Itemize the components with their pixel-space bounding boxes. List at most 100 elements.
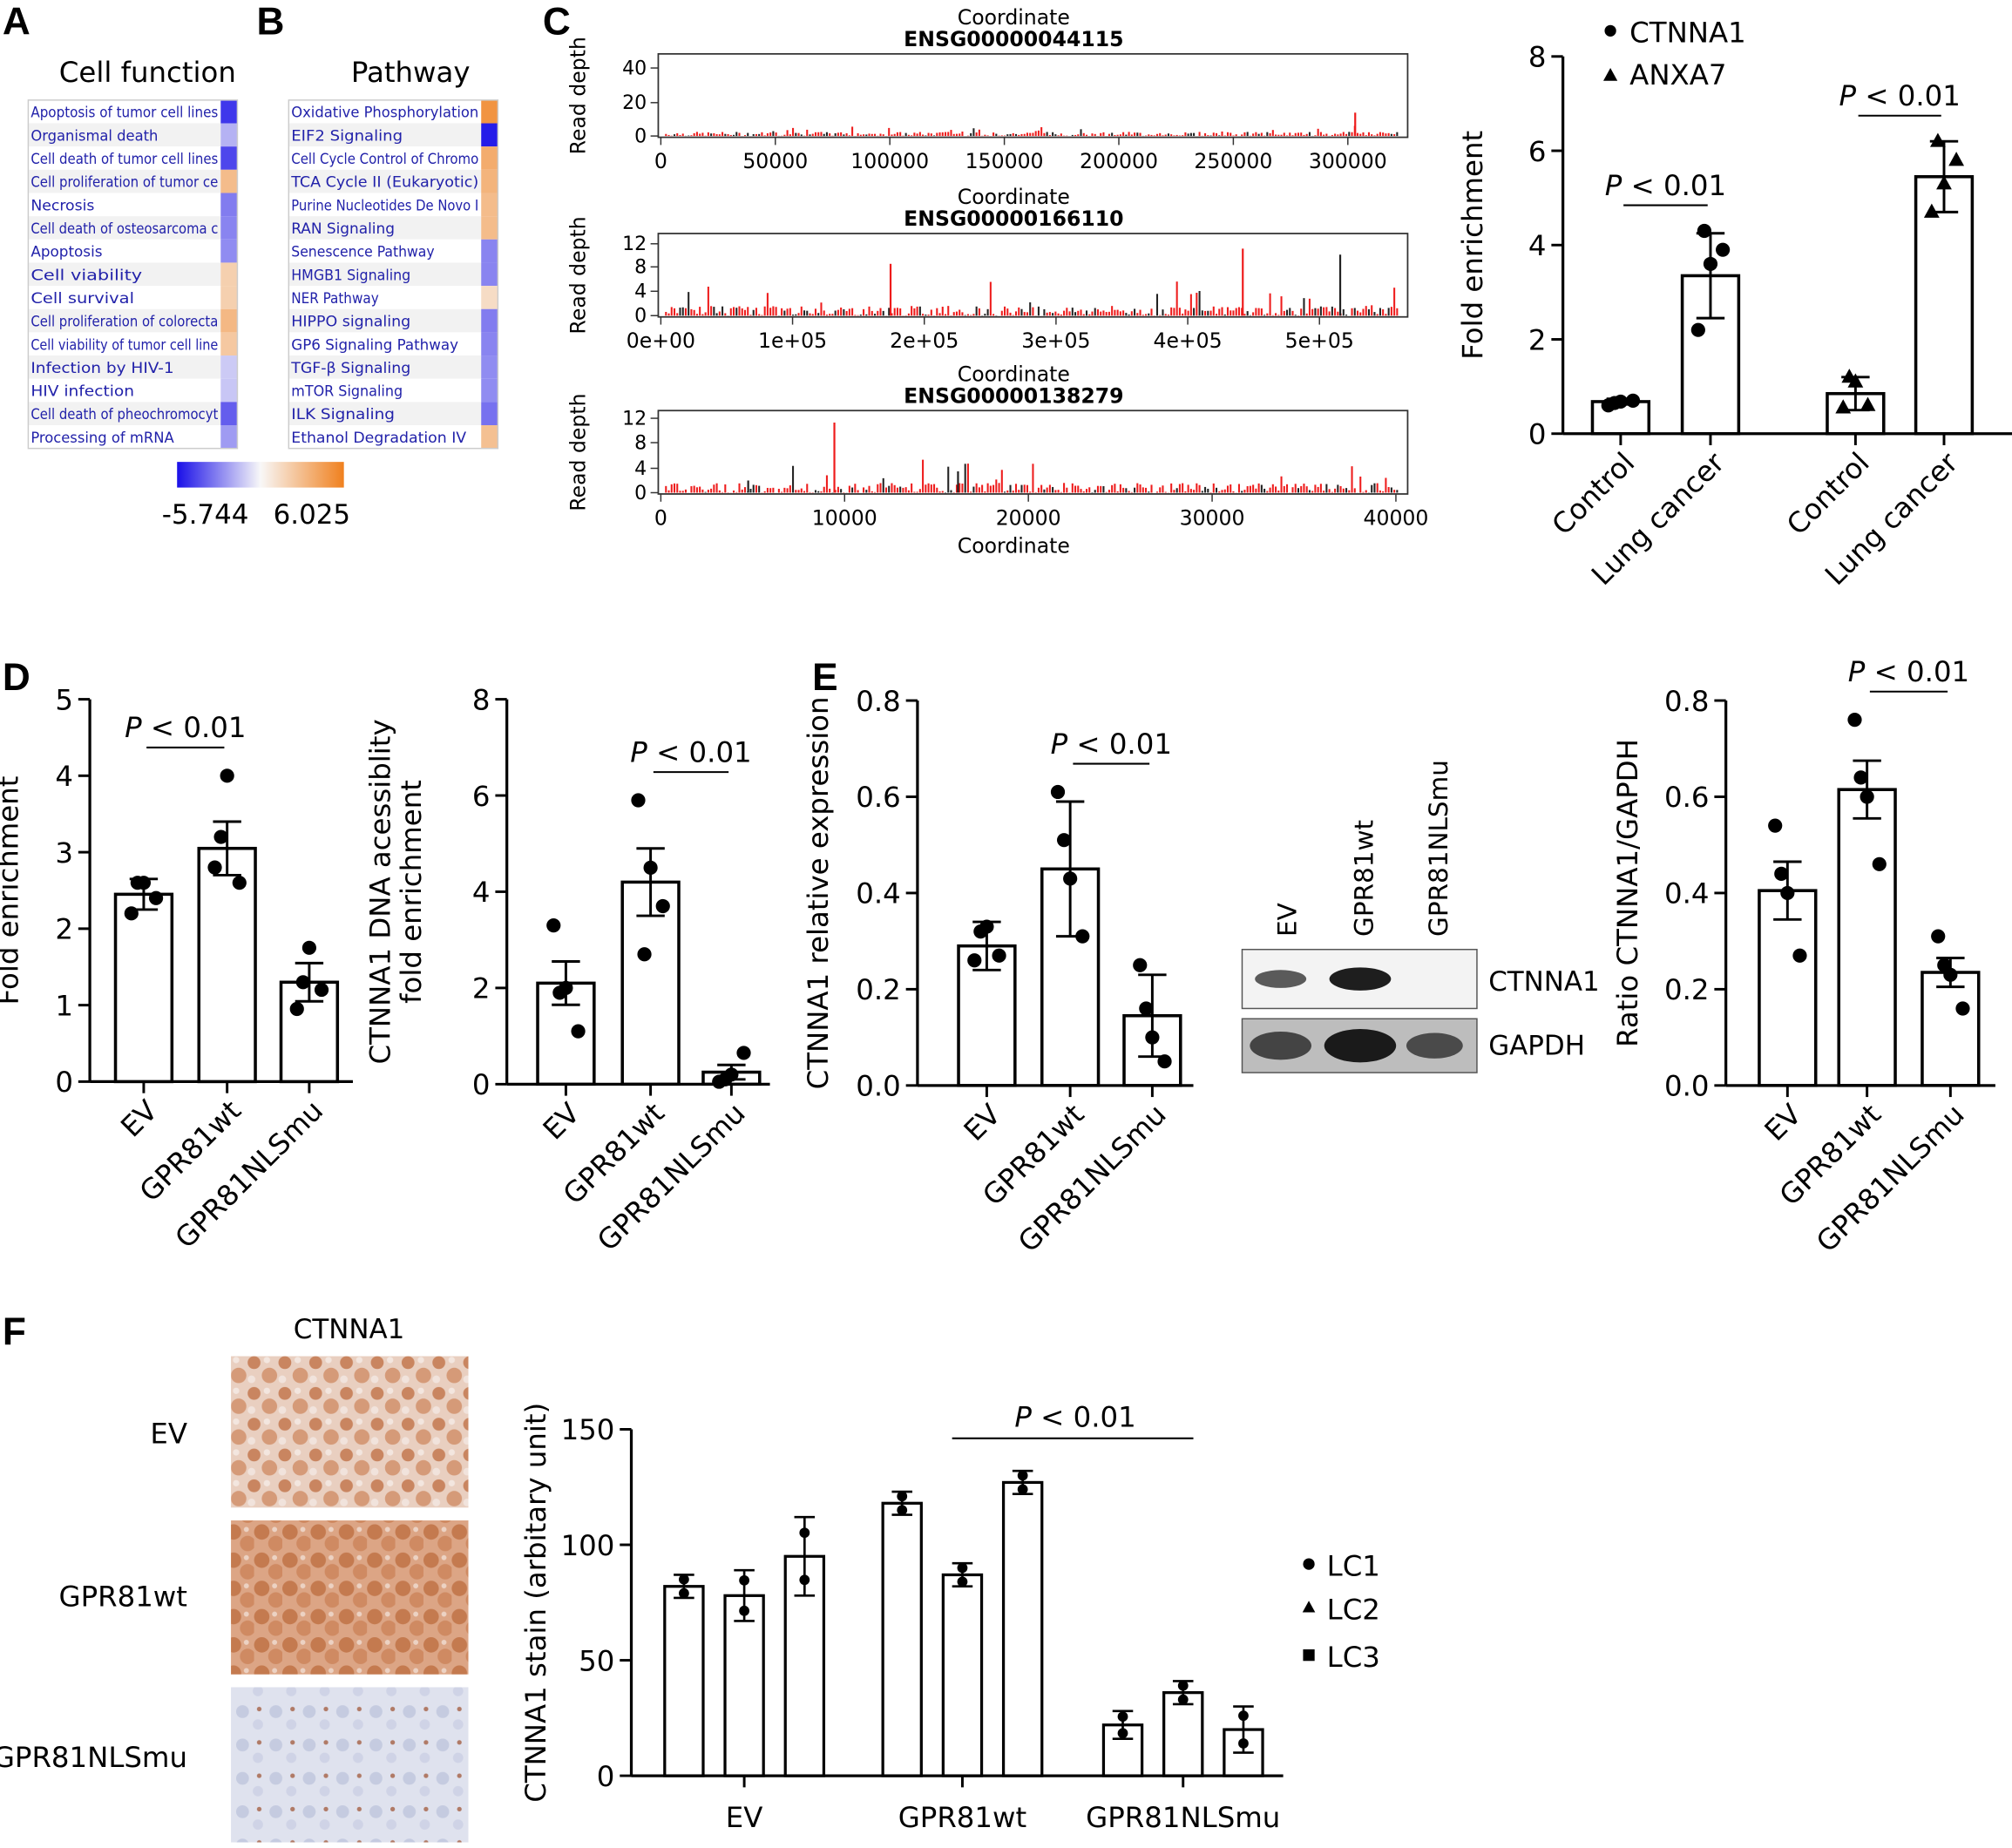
bar [723, 1594, 765, 1777]
heat-row-bg [28, 425, 221, 449]
data-point [1238, 1738, 1249, 1749]
data-point [220, 768, 234, 783]
track-ylabel: Read depth [566, 37, 591, 154]
data-point [1697, 223, 1712, 239]
data-point [1937, 958, 1952, 972]
legend-label: CTNNA1 [1629, 17, 1746, 50]
x-tick-label: EV [1758, 1098, 1808, 1147]
x-tick-label: GPR81NLSmu [1810, 1098, 1971, 1259]
track-ytick-label: 20 [622, 92, 647, 114]
data-point [1139, 1001, 1154, 1016]
track-xtick-label: 50000 [742, 149, 808, 173]
y-tick-label: 0.0 [856, 1070, 901, 1103]
heat-cell [220, 99, 238, 124]
data-point [1872, 856, 1887, 871]
track-xtick-label: 200000 [1080, 149, 1158, 173]
heat-row-label: Necrosis [30, 196, 94, 213]
heat-row-bg [28, 193, 221, 217]
panel-letter-e: E [812, 656, 837, 699]
track-xtick-label: 3e+05 [1021, 328, 1090, 353]
y-tick-label: 4 [1528, 229, 1547, 262]
data-point [643, 860, 658, 875]
track-frame [657, 52, 1409, 139]
data-point [1930, 132, 1946, 147]
data-point [301, 940, 316, 955]
heat-row-label: Cell Cycle Control of Chromo [291, 150, 478, 167]
data-point [1177, 1680, 1189, 1691]
heat-row-bg [28, 169, 221, 193]
data-point [1625, 393, 1641, 408]
data-point [1716, 242, 1731, 257]
heat-row-label: ILK Signaling [291, 405, 395, 423]
bar [1758, 889, 1818, 1087]
data-point [148, 890, 164, 905]
ihc-row-label-gpr81nlsmu: GPR81NLSmu [0, 1741, 187, 1774]
heat-row-bg [288, 216, 482, 240]
heat-row-label: GP6 Signaling Pathway [291, 335, 458, 353]
heat-cell [481, 262, 498, 287]
data-point [1860, 789, 1874, 804]
heat-row-bg [288, 332, 482, 356]
heat-row-label: Cell death of pheochromocyt [30, 405, 218, 423]
track-bottom-coordinate-label: Coordinate [958, 534, 1070, 558]
data-point [571, 1024, 586, 1039]
track-coordinate-label: Coordinate [958, 362, 1070, 386]
blot-lane-gpr81wt: GPR81wt [1350, 820, 1379, 937]
heat-row-label: HIPPO signaling [291, 313, 410, 330]
data-point [1238, 1710, 1249, 1722]
data-point [1157, 1054, 1172, 1069]
significance-label: P < 0.01 [1839, 79, 1961, 112]
y-axis-label: CTNNA1 relative expression [802, 696, 835, 1089]
heat-row-bg [28, 99, 221, 124]
x-tick-label: EV [537, 1096, 586, 1146]
heat-row-bg [28, 239, 221, 263]
y-tick-label: 0.4 [856, 877, 901, 910]
heat-row-bg [288, 402, 482, 426]
data-point [957, 1562, 968, 1574]
heat-row-bg [288, 308, 482, 333]
bar [197, 846, 257, 1084]
heat-row-bg [288, 146, 482, 170]
x-tick-label: GPR81wt [898, 1801, 1026, 1834]
color-scale-max: 6.025 [274, 499, 350, 531]
heat-cell [481, 169, 498, 193]
data-point [679, 1574, 689, 1585]
band-gapdh-mu [1406, 1032, 1463, 1059]
heat-cell [481, 193, 498, 217]
heat-row-label: Senescence Pathway [291, 243, 434, 261]
heat-row-bg [288, 378, 482, 403]
panel-b-title: Pathway [351, 56, 471, 89]
y-tick-label: 3 [55, 836, 73, 870]
heat-frame [288, 99, 499, 450]
heat-row-label: Organismal death [30, 126, 158, 144]
heat-row-bg [28, 262, 221, 287]
heat-row-bg [28, 402, 221, 426]
data-point [1017, 1470, 1028, 1481]
y-tick-label: 2 [55, 913, 73, 946]
chart-e-relative-expression: 0.0 0.2 0.4 0.6 0.8 CTNNA1 relative expressio… [802, 685, 1194, 1259]
blot-label-gapdh: GAPDH [1488, 1030, 1585, 1061]
data-point [739, 1574, 749, 1586]
track-ytick-label: 4 [634, 458, 647, 480]
heat-row-label: Processing of mRNA [30, 429, 174, 446]
heat-row-label: Infection by HIV-1 [30, 359, 173, 376]
data-point [1948, 152, 1965, 166]
ihc-image-ev [231, 1356, 469, 1508]
y-tick-label: 0.6 [856, 781, 901, 814]
heat-cell [481, 123, 498, 147]
y-tick-label: 0.6 [1664, 781, 1710, 814]
x-tick-label: GPR81NLSmu [169, 1094, 330, 1256]
significance-label: P < 0.01 [1605, 169, 1726, 202]
heat-row-label: TGF-β Signaling [290, 359, 410, 376]
ihc-image-gpr81nlsmu [231, 1687, 469, 1843]
track-ytick-label: 4 [634, 281, 647, 303]
data-point [897, 1491, 908, 1502]
heat-row-bg [28, 286, 221, 309]
y-tick-label: 0 [472, 1068, 491, 1101]
y-tick-label: 0.2 [856, 973, 901, 1006]
bar [113, 892, 174, 1084]
western-blot: EV GPR81wt GPR81NLSmu CTNNA1 GAPDH [1241, 760, 1600, 1073]
y-tick-label: 100 [561, 1529, 615, 1562]
y-axis-label: fold enrichment [395, 780, 428, 1004]
